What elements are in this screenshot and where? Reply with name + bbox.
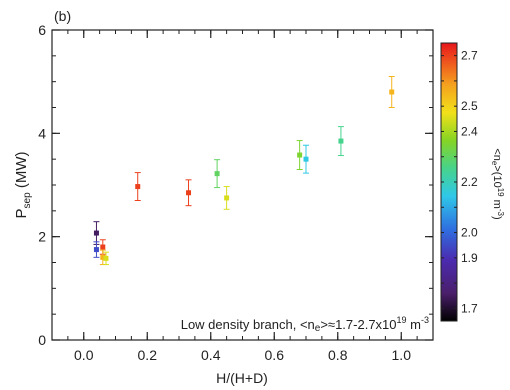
point-marker xyxy=(214,171,220,177)
point-marker xyxy=(100,244,106,250)
x-tick-label: 0.2 xyxy=(138,347,158,363)
x-tick-label: 0.6 xyxy=(265,347,285,363)
y-tick-label: 2 xyxy=(38,229,46,245)
y-tick-label: 6 xyxy=(38,22,46,38)
colorbar-tick-label: 1.9 xyxy=(461,251,478,265)
point-marker xyxy=(303,156,309,162)
x-tick-labels: 0.0 0.2 0.4 0.6 0.8 1.0 xyxy=(74,347,411,363)
colorbar-tick-label: 2.2 xyxy=(461,175,478,189)
point-marker xyxy=(297,152,303,158)
point-marker xyxy=(93,247,99,253)
y-axis-label: Psep (MW) xyxy=(13,152,33,219)
data-point xyxy=(134,172,141,201)
colorbar-tick-label: 2.4 xyxy=(461,124,478,138)
x-tick-label: 0.0 xyxy=(74,347,94,363)
data-point xyxy=(303,144,309,174)
point-marker xyxy=(389,89,395,95)
x-tick-label: 1.0 xyxy=(392,347,412,363)
point-marker xyxy=(338,138,344,144)
x-tick-label: 0.8 xyxy=(328,347,348,363)
colorbar-tick-label: 2.7 xyxy=(461,49,478,63)
annotation-text: Low density branch, <ne>≈1.7-2.7x1019 m-… xyxy=(181,315,429,334)
minor-ticks xyxy=(51,29,434,341)
point-marker xyxy=(224,195,230,201)
data-point xyxy=(388,76,395,108)
x-axis-label: H/(H+D) xyxy=(216,370,268,386)
x-tick-label: 0.4 xyxy=(201,347,221,363)
point-marker xyxy=(103,255,109,261)
y-tick-labels: 0 2 4 6 xyxy=(38,22,46,348)
data-point xyxy=(214,159,221,189)
colorbar-tick-label: 2.0 xyxy=(461,226,478,240)
major-ticks xyxy=(52,29,433,341)
data-point xyxy=(296,140,303,170)
colorbar-label: <ne>(1019 m-3) xyxy=(490,148,505,219)
point-marker xyxy=(100,254,106,260)
data-point xyxy=(223,186,230,210)
y-tick-label: 4 xyxy=(38,125,46,141)
data-point xyxy=(102,251,109,266)
data-point xyxy=(93,221,100,245)
data-point xyxy=(337,126,344,157)
colorbar-tick-label: 1.7 xyxy=(461,301,478,315)
point-marker xyxy=(186,190,192,196)
data-point xyxy=(185,179,192,207)
plot-frame xyxy=(51,29,434,341)
y-tick-label: 0 xyxy=(38,332,46,348)
point-marker xyxy=(93,230,99,236)
point-marker xyxy=(135,184,141,190)
colorbar-tick-label: 2.5 xyxy=(461,99,478,113)
data-points xyxy=(93,76,395,266)
data-point xyxy=(93,241,100,258)
panel-label: (b) xyxy=(54,8,71,24)
colorbar-ticks: 1.7 1.9 2.0 2.2 2.4 2.5 2.7 xyxy=(441,49,478,315)
